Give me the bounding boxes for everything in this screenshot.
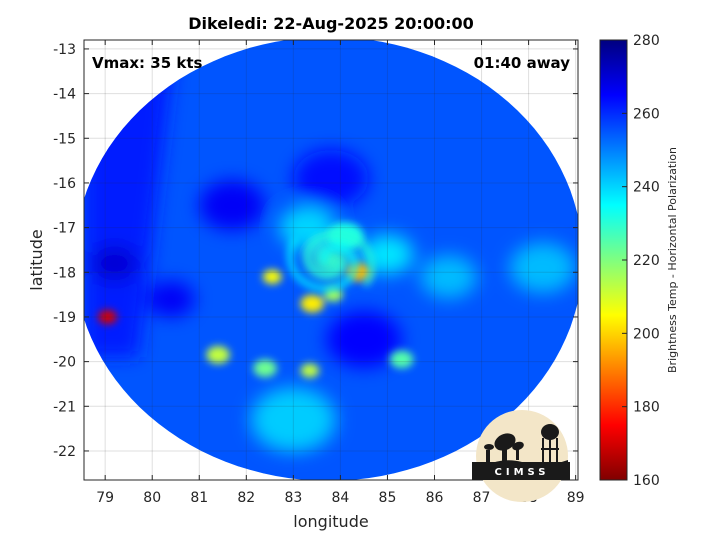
y-tick-label: -13 [53, 42, 76, 58]
chart-title: Dikeledi: 22-Aug-2025 20:00:00 [188, 14, 474, 33]
colorbar-tick-label: 240 [633, 180, 660, 196]
x-tick-label: 87 [473, 490, 491, 506]
axes-frame [83, 39, 579, 481]
colorbar: 160 180 200 220 240 260 280 Brightness Temp - … [599, 33, 679, 489]
feature-rainband-south-2 [253, 359, 277, 378]
feature-convective-cell-far-west [98, 309, 117, 325]
x-tick-label: 89 [567, 490, 585, 506]
y-tick-label: -15 [53, 131, 76, 147]
feature-cold-area-southwest [251, 387, 336, 452]
feature-rainband-south-4 [389, 350, 414, 369]
colorbar-tick-label: 200 [633, 326, 660, 342]
colorbar-tick-label: 260 [633, 106, 660, 122]
large-scale-features [84, 40, 576, 452]
feature-rainband-south-1 [206, 346, 230, 364]
cimss-logo: CIMSS [472, 410, 570, 502]
x-tick-label: 82 [237, 490, 255, 506]
convective-features [98, 222, 414, 378]
vmax-annotation: Vmax: 35 kts [92, 54, 202, 72]
time-away-annotation: 01:40 away [474, 54, 571, 72]
x-tick-label: 85 [379, 490, 397, 506]
x-tick-label: 81 [190, 490, 208, 506]
feature-convective-cell-west [262, 269, 282, 284]
y-tick-label: -18 [53, 265, 76, 281]
x-tick-label: 80 [143, 490, 161, 506]
colorbar-tick-label: 160 [633, 473, 660, 489]
x-ticks: 7980818283848586878889 [96, 40, 585, 506]
y-tick-label: -16 [53, 176, 76, 192]
feature-rainband-south-3 [300, 363, 320, 378]
y-tick-label: -20 [53, 355, 76, 371]
microwave-swath [84, 40, 578, 480]
spiral-arm [287, 236, 358, 292]
plot-area [83, 39, 579, 481]
feature-convective-cell-south [300, 294, 325, 313]
logo-text: CIMSS [495, 467, 550, 478]
x-tick-label: 83 [284, 490, 302, 506]
x-tick-label: 84 [331, 490, 349, 506]
feature-warm-clear-west [147, 281, 195, 317]
feature-band-east-outer [420, 255, 477, 299]
y-tick-label: -22 [53, 444, 76, 460]
y-ticks: -13 -14 -15 -16 -17 -18 -19 -20 -21 -22 [53, 42, 578, 460]
feature-warm-clear-south [326, 310, 402, 368]
feature-cold-area-east [509, 242, 576, 293]
grid-lines [84, 40, 578, 480]
colorbar-tick-label: 220 [633, 253, 660, 269]
x-axis-label: longitude [293, 512, 368, 531]
spiral-arm [304, 230, 375, 287]
y-tick-label: -21 [53, 399, 76, 415]
x-tick-label: 86 [426, 490, 444, 506]
cyclone-spiral-band [287, 230, 375, 292]
water-tower-icon [541, 424, 559, 464]
colorbar-tick-label: 280 [633, 33, 660, 49]
logo-banner [472, 462, 570, 480]
y-tick-label: -17 [53, 221, 76, 237]
colorbar-ticks: 160 180 200 220 240 260 280 [622, 33, 660, 489]
feature-warm-clear-northwest [199, 180, 266, 231]
y-tick-label: -14 [53, 87, 76, 103]
colorbar-tick-label: 180 [633, 400, 660, 416]
feature-cyclone-center-core [309, 245, 353, 278]
y-tick-label: -19 [53, 310, 76, 326]
y-axis-label: latitude [27, 229, 46, 290]
colorbar-label: Brightness Temp - Horizontal Polarizatio… [666, 147, 679, 373]
feature-warm-clear-north [293, 149, 369, 208]
satellite-dish-icon [484, 433, 524, 462]
feature-outside-swath-west-strip [91, 245, 139, 282]
x-tick-label: 79 [96, 490, 114, 506]
